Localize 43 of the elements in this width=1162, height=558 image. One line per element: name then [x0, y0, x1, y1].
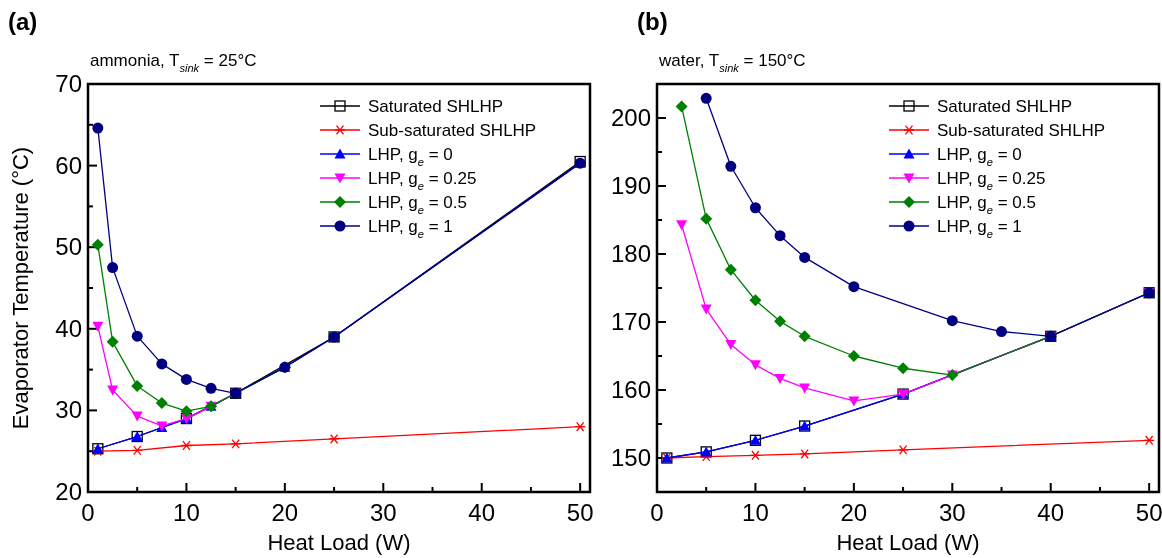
y-tick-label: 160: [610, 376, 651, 403]
x-tick-label: 0: [81, 499, 95, 526]
legend-label: Saturated SHLHP: [368, 97, 504, 116]
x-tick-label: 50: [566, 499, 594, 526]
chart-title: ammonia, T$_{sink}$ = 25°C: [90, 51, 257, 74]
y-tick-label: 30: [55, 396, 82, 424]
y-tick-label: 180: [610, 240, 651, 267]
y-tick-label: 20: [55, 478, 82, 505]
chart-title: water, T$_{sink}$ = 150°C: [658, 51, 806, 74]
x-axis-title: Heat Load (W): [267, 530, 411, 555]
y-tick-label: 200: [610, 104, 651, 131]
y-tick-label: 40: [55, 314, 82, 342]
legend-label: Sub-saturated SHLHP: [368, 121, 537, 140]
y-tick-label: 70: [55, 70, 82, 97]
x-tick-label: 20: [271, 499, 299, 526]
y-tick-label: 50: [55, 233, 82, 261]
legend-label: LHP, g$_{e}$ = 0.25: [937, 169, 1046, 192]
legend-label: Sub-saturated SHLHP: [937, 121, 1106, 140]
x-tick-label: 30: [938, 499, 966, 526]
y-tick-label: 150: [610, 444, 651, 471]
x-tick-label: 10: [742, 499, 769, 526]
y-tick-label: 60: [55, 151, 82, 179]
y-axis-title: Evaporator Temperature (°C): [8, 146, 33, 430]
legend-label: LHP, g$_{e}$ = 1: [937, 217, 1022, 240]
x-tick-label: 0: [650, 499, 664, 526]
x-tick-label: 30: [369, 499, 397, 526]
y-tick-label: 190: [610, 172, 651, 199]
x-tick-label: 40: [1037, 499, 1065, 526]
legend-label: LHP, g$_{e}$ = 0.25: [368, 169, 477, 192]
x-tick-label: 20: [840, 499, 868, 526]
legend-label: LHP, g$_{e}$ = 0: [368, 145, 453, 168]
x-axis-title: Heat Load (W): [836, 530, 980, 555]
x-tick-label: 40: [468, 499, 496, 526]
legend-label: LHP, g$_{e}$ = 0.5: [368, 193, 467, 216]
text: (a): [8, 8, 38, 35]
legend-label: LHP, g$_{e}$ = 1: [368, 217, 453, 240]
text: (b): [637, 8, 668, 35]
legend-label: LHP, g$_{e}$ = 0.5: [937, 193, 1036, 216]
legend-label: LHP, g$_{e}$ = 0: [937, 145, 1022, 168]
x-tick-label: 10: [173, 499, 200, 526]
legend-label: Saturated SHLHP: [937, 97, 1073, 116]
x-tick-label: 50: [1135, 499, 1162, 526]
y-tick-label: 170: [610, 308, 651, 335]
